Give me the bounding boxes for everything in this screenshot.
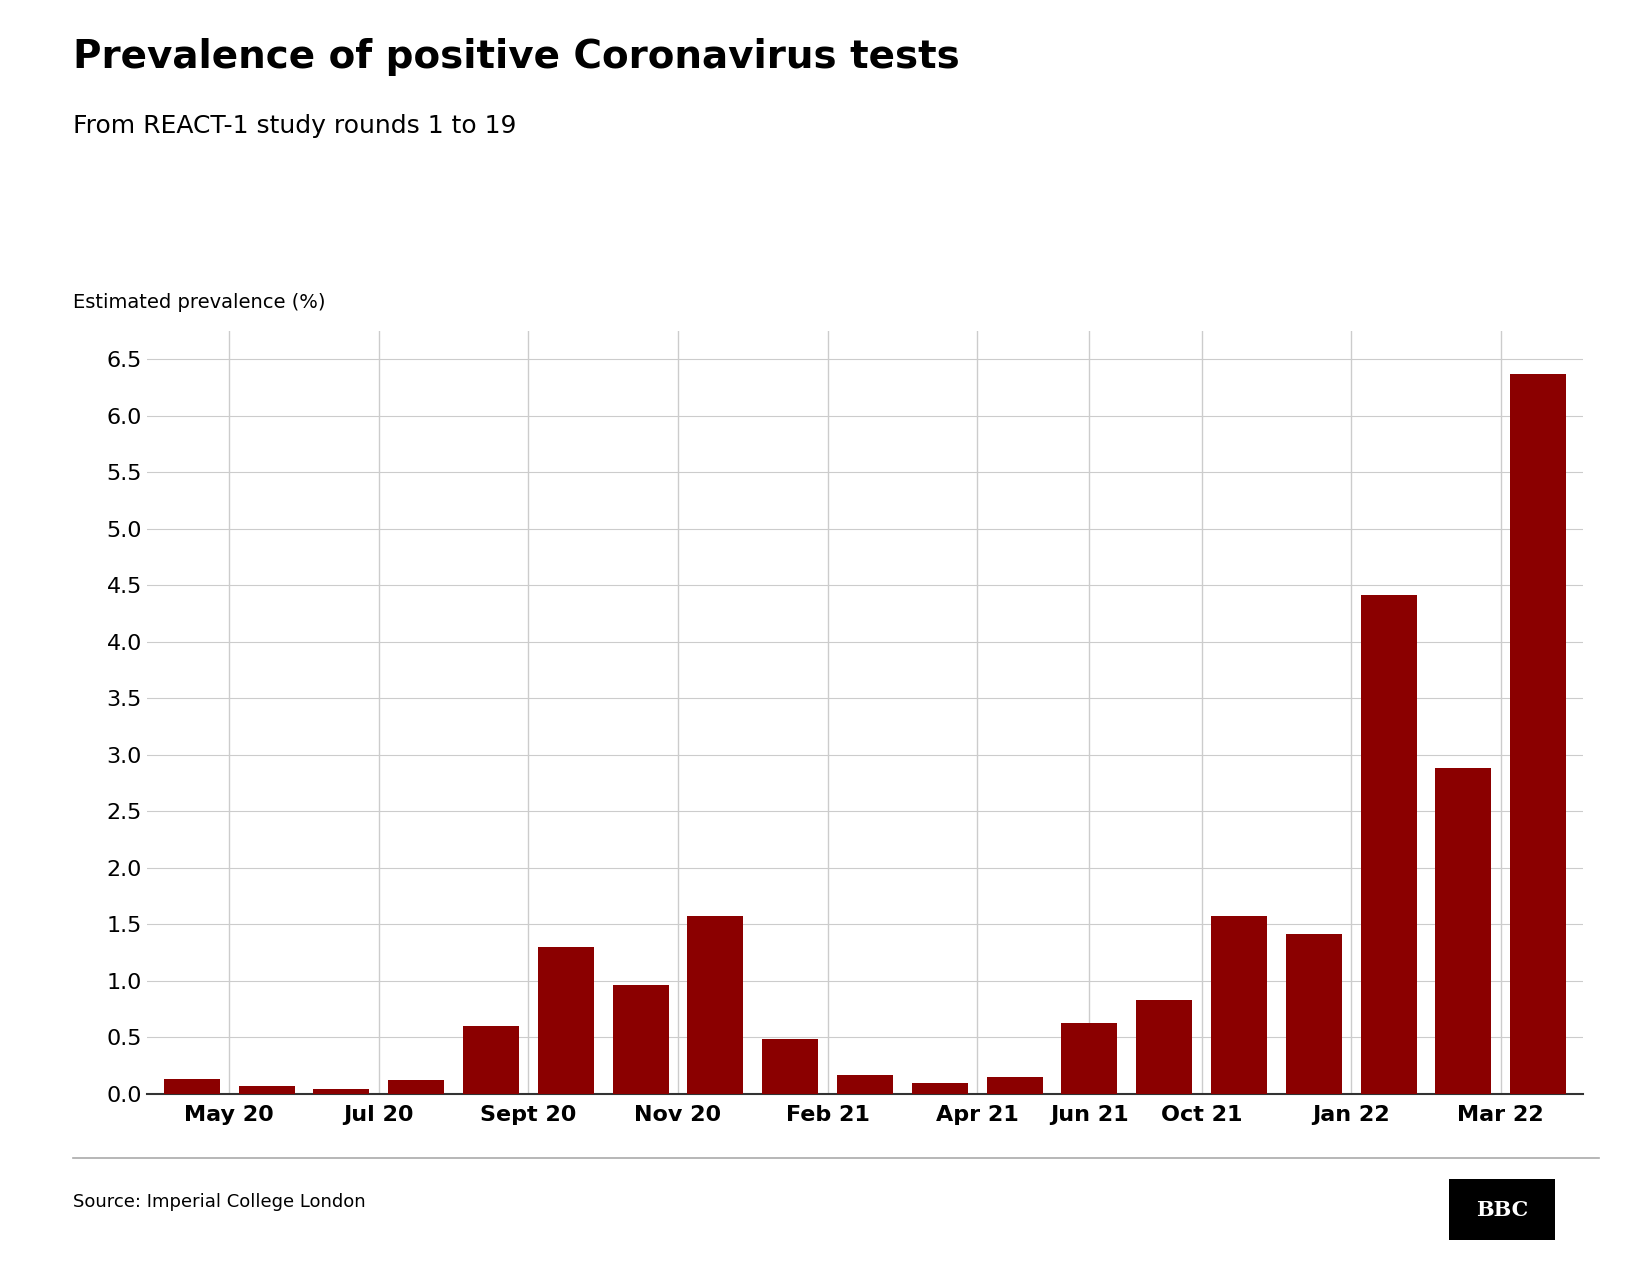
Bar <box>986 1077 1043 1094</box>
Bar <box>313 1089 369 1094</box>
Text: From REACT-1 study rounds 1 to 19: From REACT-1 study rounds 1 to 19 <box>73 114 517 139</box>
Text: Prevalence of positive Coronavirus tests: Prevalence of positive Coronavirus tests <box>73 38 960 76</box>
Bar <box>388 1080 444 1094</box>
Bar <box>1435 768 1492 1094</box>
Bar <box>238 1086 295 1094</box>
Bar <box>762 1038 818 1094</box>
Bar <box>1286 935 1342 1094</box>
Text: Estimated prevalence (%): Estimated prevalence (%) <box>73 293 326 312</box>
Bar <box>687 916 744 1094</box>
Bar <box>1211 916 1266 1094</box>
Bar <box>1136 1000 1193 1094</box>
Bar <box>537 946 594 1094</box>
Text: BBC: BBC <box>1475 1199 1529 1220</box>
Bar <box>163 1079 220 1094</box>
Bar <box>1061 1023 1118 1094</box>
Bar <box>612 986 669 1094</box>
Bar <box>1361 595 1417 1094</box>
Bar <box>463 1027 519 1094</box>
Bar <box>1510 374 1567 1094</box>
Text: Source: Imperial College London: Source: Imperial College London <box>73 1193 366 1211</box>
Bar <box>837 1075 893 1094</box>
Bar <box>912 1082 968 1094</box>
